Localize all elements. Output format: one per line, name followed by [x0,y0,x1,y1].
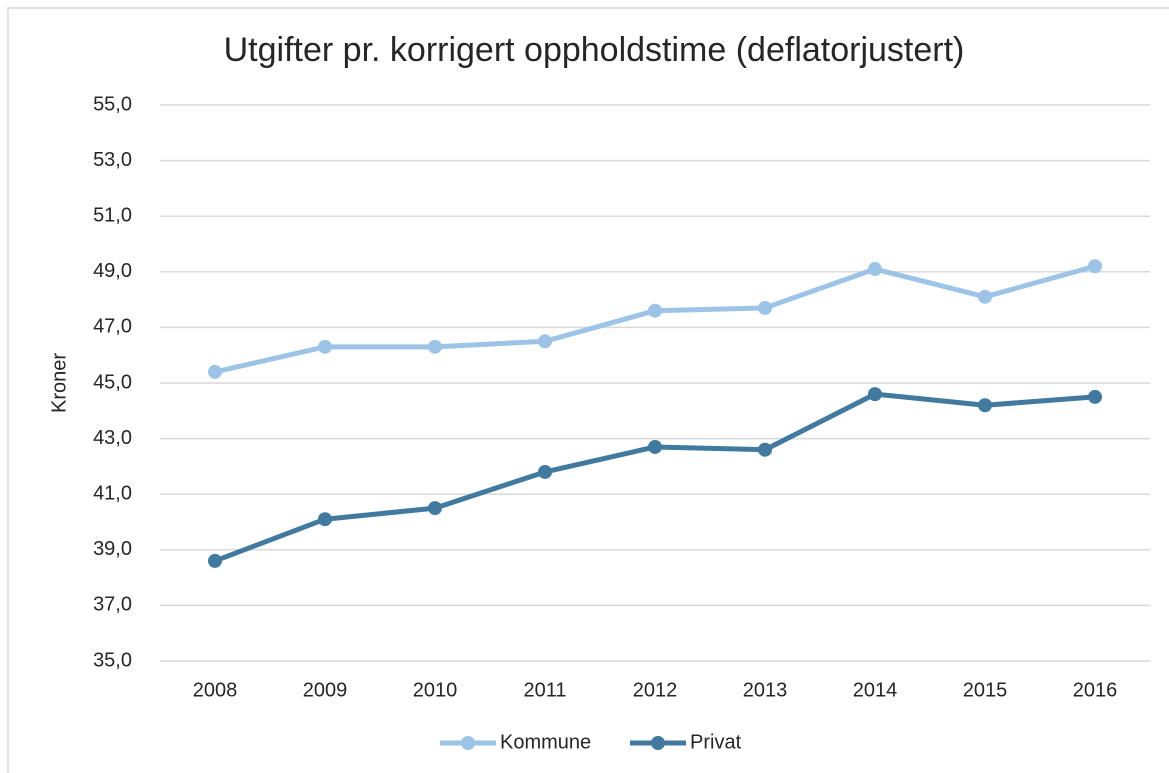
series-marker [758,300,772,315]
series-marker [978,398,992,413]
y-tick-label: 43,0 [93,427,132,449]
series-marker [648,439,662,454]
series-marker [208,553,222,568]
x-tick-label: 2008 [193,679,238,701]
x-tick-label: 2015 [963,679,1008,701]
chart-frame [7,7,1169,773]
series-marker [1088,259,1102,274]
y-tick-label: 53,0 [93,149,132,171]
y-tick-label: 45,0 [93,371,132,393]
y-tick-label: 35,0 [93,649,132,671]
series-marker [538,334,552,349]
y-axis-label: Kroner [48,353,70,413]
series-marker [538,464,552,479]
series-marker [868,262,882,277]
series-marker [318,512,332,527]
x-tick-label: 2012 [633,679,678,701]
y-tick-label: 49,0 [93,260,132,282]
series-marker [428,501,442,516]
legend-marker [461,736,475,750]
x-tick-label: 2016 [1073,679,1118,701]
x-tick-label: 2010 [413,679,458,701]
series-marker [318,339,332,354]
y-tick-label: 37,0 [93,594,132,616]
x-tick-label: 2014 [853,679,898,701]
series-marker [758,442,772,457]
y-tick-label: 55,0 [93,93,132,115]
x-tick-label: 2009 [303,679,348,701]
legend-label: Privat [690,731,742,753]
y-tick-label: 47,0 [93,316,132,338]
series-marker [868,387,882,402]
chart-title: Utgifter pr. korrigert oppholdstime (def… [224,31,965,69]
series-marker [428,339,442,354]
y-tick-label: 39,0 [93,538,132,560]
legend-marker [651,736,665,750]
x-tick-label: 2011 [523,679,566,701]
y-tick-label: 51,0 [93,204,132,226]
series-marker [208,364,222,379]
legend-label: Kommune [500,731,591,753]
series-marker [1088,389,1102,404]
x-tick-label: 2013 [743,679,788,701]
series-marker [648,303,662,318]
y-tick-label: 41,0 [93,482,132,504]
series-marker [978,289,992,304]
